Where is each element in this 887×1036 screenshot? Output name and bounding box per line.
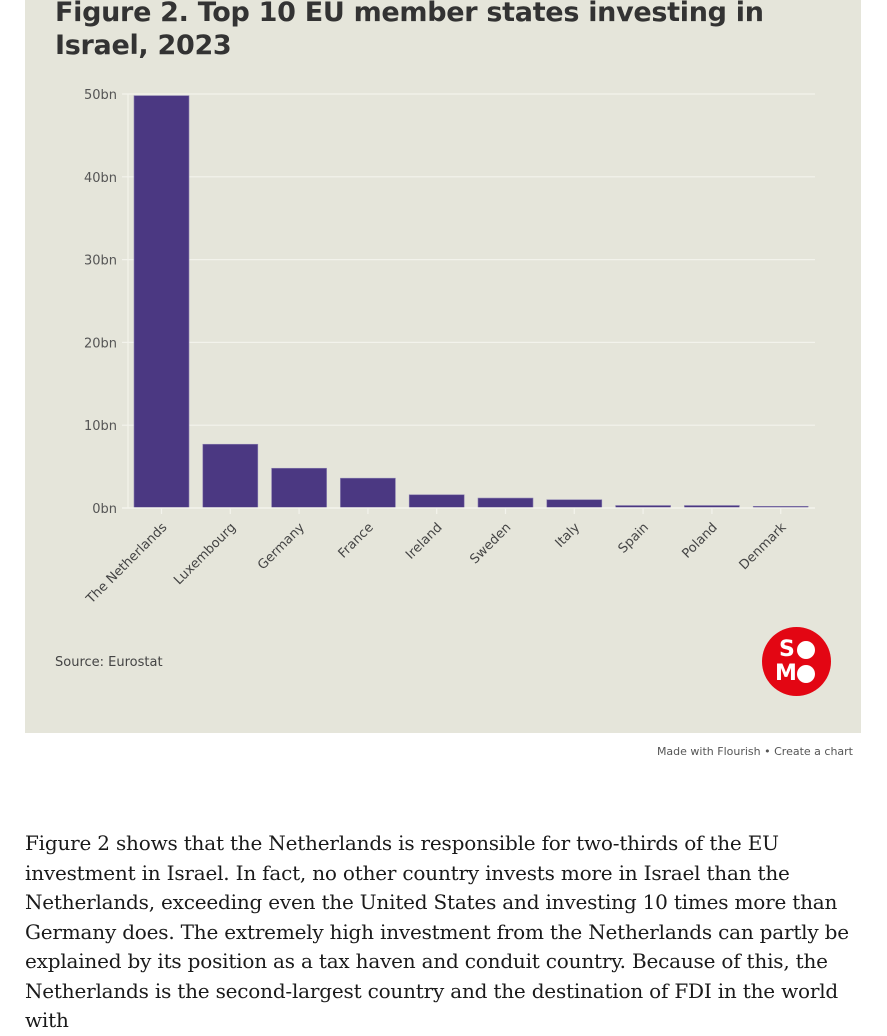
y-tick-label: 20bn: [84, 336, 117, 351]
bar-germany[interactable]: [271, 467, 327, 509]
bar-italy[interactable]: [546, 499, 603, 509]
chart-card: Figure 2. Top 10 EU member states invest…: [25, 0, 861, 733]
x-tick-label: Luxembourg: [171, 520, 239, 588]
logo-letter-m: M: [775, 661, 797, 686]
y-tick-label: 10bn: [84, 419, 117, 434]
credit-separator: •: [760, 745, 775, 758]
x-axis: The Netherlands Luxembourg Germany France Ir…: [83, 507, 815, 608]
x-tick-label: Denmark: [737, 520, 790, 573]
y-tick-label: 0bn: [92, 502, 117, 517]
bar-ireland[interactable]: [408, 494, 465, 509]
x-tick-label: Poland: [679, 520, 720, 561]
x-tick-label: Sweden: [467, 520, 514, 567]
x-tick-label: Germany: [255, 520, 308, 573]
logo-dot-icon: [797, 641, 815, 659]
made-with-flourish-link[interactable]: Made with Flourish: [656, 745, 761, 758]
bar-chart: 0bn 10bn 20bn 30bn 40bn 50bn The Netherlands L…: [83, 88, 815, 608]
x-tick-label: Ireland: [403, 520, 445, 562]
y-tick-label: 40bn: [84, 171, 117, 186]
x-tick-label: Spain: [616, 520, 652, 556]
bars: [133, 95, 809, 509]
create-chart-link[interactable]: Create a chart: [774, 745, 853, 758]
bar-sweden[interactable]: [477, 497, 534, 509]
article-paragraph: Figure 2 shows that the Netherlands is r…: [25, 831, 849, 1032]
x-tick-label: Italy: [553, 520, 584, 551]
y-tick-label: 50bn: [84, 88, 117, 103]
bar-france[interactable]: [340, 477, 396, 509]
x-tick-label: The Netherlands: [83, 520, 171, 608]
gridlines: 0bn 10bn 20bn 30bn 40bn 50bn: [84, 88, 815, 517]
chart-title: Figure 2. Top 10 EU member states invest…: [55, 0, 764, 61]
bar-luxembourg[interactable]: [202, 443, 259, 509]
x-tick-label: France: [336, 520, 377, 561]
bar-the-netherlands[interactable]: [133, 95, 190, 509]
logo-letter-s: S: [779, 637, 795, 662]
flourish-credit: Made with Flourish • Create a chart: [657, 745, 853, 758]
logo-dot-icon: [797, 665, 815, 683]
y-tick-label: 30bn: [84, 254, 117, 269]
somo-logo: S M: [762, 627, 831, 696]
source-note: Source: Eurostat: [55, 655, 163, 670]
